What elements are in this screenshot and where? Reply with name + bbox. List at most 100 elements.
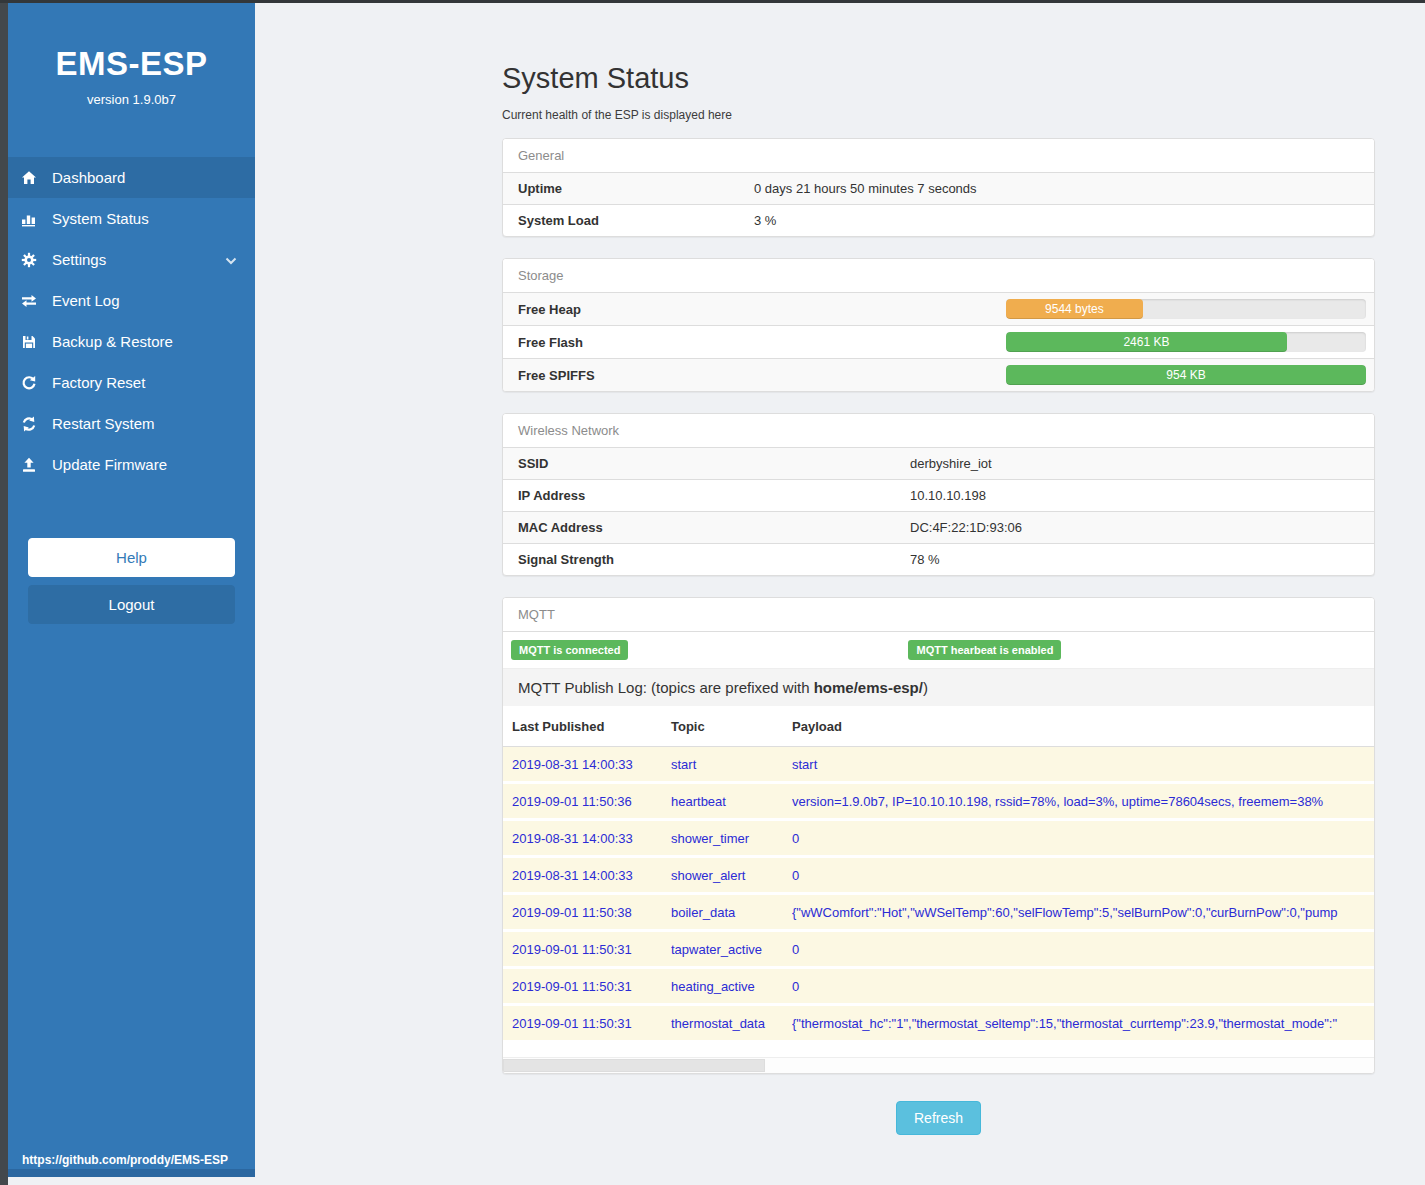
table-row: MAC Address DC:4F:22:1D:93:06 <box>503 511 1374 543</box>
sidebar-item-label: Backup & Restore <box>52 333 173 350</box>
chevron-down-icon <box>225 251 237 268</box>
sidebar-item-backup-restore[interactable]: Backup & Restore <box>8 321 255 362</box>
log-topic: boiler_data <box>671 905 792 920</box>
progress-fill: 9544 bytes <box>1006 299 1143 319</box>
log-timestamp: 2019-09-01 11:50:31 <box>512 942 671 957</box>
panel-storage-title: Storage <box>503 259 1374 293</box>
sidebar-item-restart-system[interactable]: Restart System <box>8 403 255 444</box>
log-row: 2019-09-01 11:50:36 heartbeat version=1.… <box>503 784 1374 821</box>
sidebar-item-label: System Status <box>52 210 149 227</box>
row-value: 3 % <box>754 213 776 228</box>
panel-general: General Uptime 0 days 21 hours 50 minute… <box>502 138 1375 237</box>
panel-general-title: General <box>503 139 1374 173</box>
log-payload: version=1.9.0b7, IP=10.10.10.198, rssid=… <box>792 794 1374 809</box>
window-left-strip <box>0 0 8 1185</box>
row-label: Free SPIFFS <box>518 368 595 383</box>
sidebar-footer-strip <box>8 1169 255 1177</box>
free-spiffs-progress: 954 KB <box>1006 365 1366 385</box>
undo-icon <box>20 375 38 391</box>
table-row: Free Heap 9544 bytes <box>503 293 1374 325</box>
sidebar-item-label: Factory Reset <box>52 374 145 391</box>
log-topic: thermostat_data <box>671 1016 792 1031</box>
col-header-payload: Payload <box>792 719 1374 734</box>
sidebar-item-factory-reset[interactable]: Factory Reset <box>8 362 255 403</box>
sidebar-item-update-firmware[interactable]: Update Firmware <box>8 444 255 485</box>
table-row: System Load 3 % <box>503 204 1374 236</box>
row-label: System Load <box>518 213 754 228</box>
sync-icon <box>20 416 38 432</box>
sidebar-item-label: Update Firmware <box>52 456 167 473</box>
sidebar-item-event-log[interactable]: Event Log <box>8 280 255 321</box>
table-row: Free Flash 2461 KB <box>503 325 1374 358</box>
log-spacer <box>503 1043 1374 1057</box>
log-timestamp: 2019-09-01 11:50:31 <box>512 979 671 994</box>
sidebar-nav: Dashboard System Status Settings Event L… <box>8 157 255 485</box>
progress-fill: 954 KB <box>1006 365 1366 385</box>
page-subtitle: Current health of the ESP is displayed h… <box>502 108 1375 122</box>
log-topic: shower_alert <box>671 868 792 883</box>
log-table-header: Last Published Topic Payload <box>503 706 1374 747</box>
row-value: 78 % <box>910 552 940 567</box>
sidebar-item-system-status[interactable]: System Status <box>8 198 255 239</box>
log-timestamp: 2019-08-31 14:00:33 <box>512 757 671 772</box>
logout-button[interactable]: Logout <box>28 585 235 624</box>
log-row: 2019-09-01 11:50:31 heating_active 0 <box>503 969 1374 1006</box>
log-payload: 0 <box>792 942 1374 957</box>
log-payload: {"wWComfort":"Hot","wWSelTemp":60,"selFl… <box>792 905 1374 920</box>
sidebar-item-settings[interactable]: Settings <box>8 239 255 280</box>
app-title: EMS-ESP <box>8 45 255 83</box>
log-topic: start <box>671 757 792 772</box>
row-label: Free Heap <box>518 302 581 317</box>
row-label: IP Address <box>518 488 910 503</box>
save-icon <box>20 334 38 350</box>
log-timestamp: 2019-08-31 14:00:33 <box>512 831 671 846</box>
main-content: System Status Current health of the ESP … <box>255 3 1425 1185</box>
panel-wireless: Wireless Network SSID derbyshire_iot IP … <box>502 413 1375 576</box>
help-button[interactable]: Help <box>28 538 235 577</box>
log-payload: 0 <box>792 979 1374 994</box>
log-row: 2019-08-31 14:00:33 start start <box>503 747 1374 784</box>
sidebar-item-dashboard[interactable]: Dashboard <box>8 157 255 198</box>
gear-icon <box>20 252 38 268</box>
caption-text: MQTT Publish Log: (topics are prefixed w… <box>518 679 814 696</box>
sidebar: EMS-ESP version 1.9.0b7 Dashboard System… <box>8 3 255 1177</box>
row-value: 0 days 21 hours 50 minutes 7 seconds <box>754 181 977 196</box>
panel-storage: Storage Free Heap 9544 bytes Free Flash … <box>502 258 1375 392</box>
mqtt-connected-badge: MQTT is connected <box>511 640 628 660</box>
row-label: Free Flash <box>518 335 583 350</box>
row-value: DC:4F:22:1D:93:06 <box>910 520 1022 535</box>
table-row: Signal Strength 78 % <box>503 543 1374 575</box>
row-label: Uptime <box>518 181 754 196</box>
log-row: 2019-09-01 11:50:31 thermostat_data {"th… <box>503 1006 1374 1043</box>
log-timestamp: 2019-09-01 11:50:31 <box>512 1016 671 1031</box>
mqtt-status-row: MQTT is connected MQTT hearbeat is enabl… <box>503 632 1374 668</box>
free-flash-progress: 2461 KB <box>1006 332 1366 352</box>
free-heap-progress: 9544 bytes <box>1006 299 1366 319</box>
table-row: SSID derbyshire_iot <box>503 448 1374 479</box>
log-topic: heartbeat <box>671 794 792 809</box>
log-payload: {"thermostat_hc":"1","thermostat_seltemp… <box>792 1016 1374 1031</box>
log-row: 2019-08-31 14:00:33 shower_timer 0 <box>503 821 1374 858</box>
mqtt-publish-log-caption: MQTT Publish Log: (topics are prefixed w… <box>503 668 1374 706</box>
log-timestamp: 2019-08-31 14:00:33 <box>512 868 671 883</box>
caption-suffix: ) <box>923 679 928 696</box>
sidebar-item-label: Event Log <box>52 292 120 309</box>
horizontal-scrollbar <box>503 1057 1374 1073</box>
log-row: 2019-09-01 11:50:38 boiler_data {"wWComf… <box>503 895 1374 932</box>
scrollbar-thumb[interactable] <box>503 1059 765 1072</box>
refresh-button[interactable]: Refresh <box>896 1101 981 1135</box>
upload-icon <box>20 457 38 473</box>
row-label: SSID <box>518 456 910 471</box>
table-row: IP Address 10.10.10.198 <box>503 479 1374 511</box>
log-payload: 0 <box>792 831 1374 846</box>
status-blocks-icon <box>20 211 38 227</box>
col-header-last-published: Last Published <box>512 719 671 734</box>
row-value: derbyshire_iot <box>910 456 992 471</box>
sidebar-item-label: Dashboard <box>52 169 125 186</box>
window-top-strip <box>0 0 1425 3</box>
log-topic: heating_active <box>671 979 792 994</box>
home-icon <box>20 170 38 186</box>
row-label: Signal Strength <box>518 552 910 567</box>
log-row: 2019-09-01 11:50:31 tapwater_active 0 <box>503 932 1374 969</box>
github-link[interactable]: https://github.com/proddy/EMS-ESP <box>22 1153 228 1167</box>
